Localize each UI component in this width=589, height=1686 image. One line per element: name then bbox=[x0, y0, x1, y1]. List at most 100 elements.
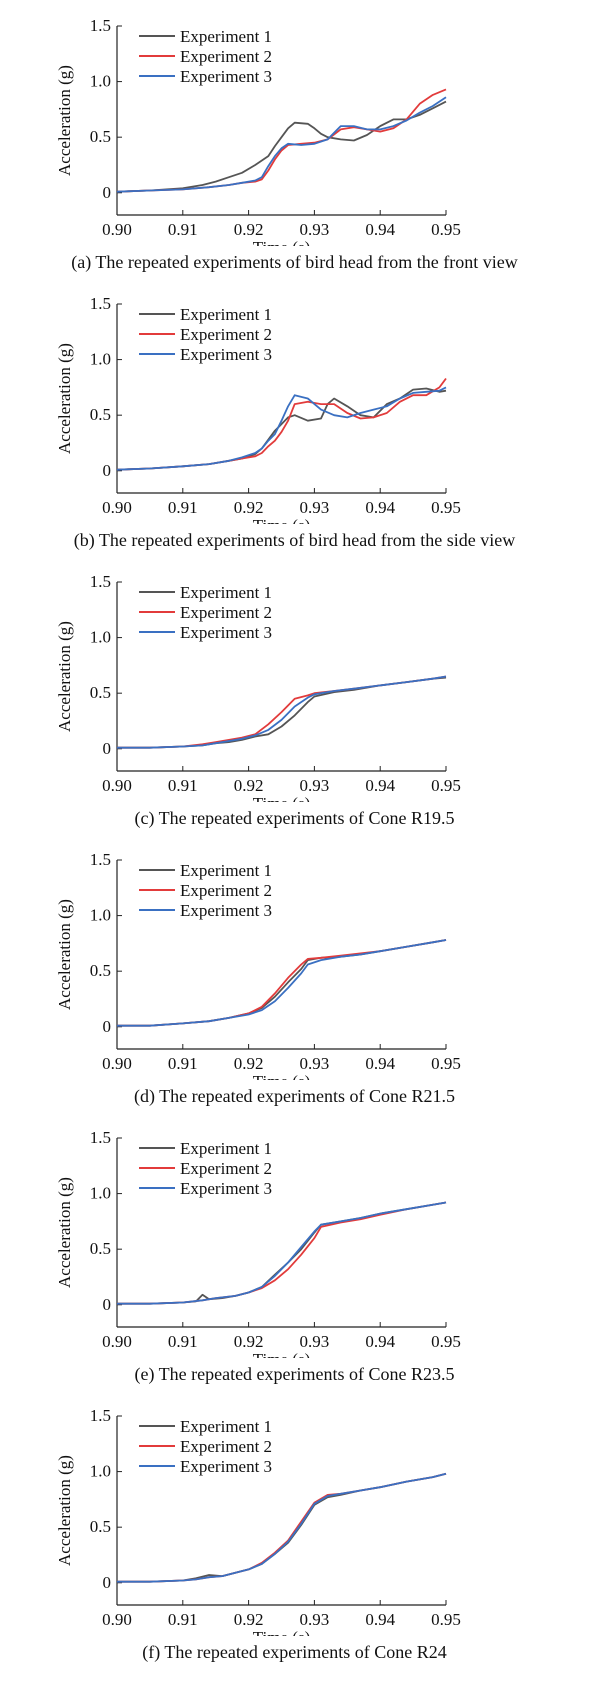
series-line-1 bbox=[116, 100, 447, 193]
x-tick-label: 0.95 bbox=[431, 1610, 461, 1629]
series-line-3 bbox=[117, 675, 447, 749]
x-tick-label: 0.94 bbox=[365, 220, 395, 239]
y-tick-label: 1.0 bbox=[90, 906, 111, 925]
y-tick-label: 1.0 bbox=[90, 1184, 111, 1203]
x-axis-label: Time (s) bbox=[253, 516, 310, 524]
y-tick-label: 1.0 bbox=[90, 350, 111, 369]
x-tick-label: 0.95 bbox=[431, 776, 461, 795]
y-tick-label: 0.5 bbox=[90, 405, 111, 424]
legend-label-2: Experiment 2 bbox=[180, 1437, 272, 1456]
chart-caption: (f) The repeated experiments of Cone R24 bbox=[142, 1642, 447, 1662]
series-line-1 bbox=[117, 939, 447, 1027]
legend-label-3: Experiment 3 bbox=[180, 1457, 272, 1476]
legend-label-3: Experiment 3 bbox=[180, 901, 272, 920]
y-tick-label: 1.5 bbox=[90, 572, 111, 591]
x-tick-label: 0.90 bbox=[102, 498, 132, 517]
x-tick-label: 0.94 bbox=[365, 776, 395, 795]
series-line-3 bbox=[117, 1472, 447, 1583]
x-axis-label: Time (s) bbox=[253, 794, 310, 802]
y-axis-label: Acceleration (g) bbox=[55, 343, 74, 454]
x-tick-label: 0.92 bbox=[234, 220, 264, 239]
x-tick-label: 0.92 bbox=[234, 1610, 264, 1629]
x-tick-label: 0.90 bbox=[102, 220, 132, 239]
x-tick-label: 0.91 bbox=[168, 1332, 198, 1351]
series-line-3 bbox=[117, 1201, 447, 1305]
x-tick-label: 0.92 bbox=[234, 498, 264, 517]
y-tick-label: 0.5 bbox=[90, 1239, 111, 1258]
x-tick-label: 0.91 bbox=[168, 498, 198, 517]
x-axis-label: Time (s) bbox=[253, 1350, 310, 1358]
series-line-3 bbox=[116, 96, 447, 193]
legend-label-2: Experiment 2 bbox=[180, 881, 272, 900]
series-line-2 bbox=[117, 1201, 447, 1305]
x-tick-label: 0.90 bbox=[102, 776, 132, 795]
chart-svg: 0.90 0.91 0.92 0.93 0.94 0.95 0 0.5 1.0 1.5 Time (… bbox=[55, 294, 461, 524]
x-tick-label: 0.92 bbox=[234, 1332, 264, 1351]
series-line-1 bbox=[117, 1472, 447, 1583]
y-tick-label: 1.5 bbox=[90, 16, 111, 35]
x-tick-label: 0.95 bbox=[431, 1054, 461, 1073]
series-line-3 bbox=[117, 939, 447, 1027]
x-tick-label: 0.92 bbox=[234, 1054, 264, 1073]
x-tick-label: 0.93 bbox=[300, 1054, 330, 1073]
x-tick-label: 0.94 bbox=[365, 1610, 395, 1629]
y-tick-label: 1.5 bbox=[90, 1128, 111, 1147]
y-tick-label: 0 bbox=[103, 183, 112, 202]
legend-label-3: Experiment 3 bbox=[180, 67, 272, 86]
chart-panel-6: 0.90 0.91 0.92 0.93 0.94 0.95 0 0.5 1.0 1.5 Time (… bbox=[0, 1390, 589, 1668]
x-tick-label: 0.91 bbox=[168, 776, 198, 795]
legend-label-1: Experiment 1 bbox=[180, 305, 272, 324]
x-tick-label: 0.95 bbox=[431, 220, 461, 239]
y-axis-label: Acceleration (g) bbox=[55, 1177, 74, 1288]
y-tick-label: 1.0 bbox=[90, 1462, 111, 1481]
y-tick-label: 0 bbox=[103, 1017, 112, 1036]
chart-panel-1: 0.90 0.91 0.92 0.93 0.94 0.95 0 0.5 1.0 1.5 Time (… bbox=[0, 0, 589, 278]
legend-label-3: Experiment 3 bbox=[180, 1179, 272, 1198]
x-axis-label: Time (s) bbox=[253, 1072, 310, 1080]
chart-svg: 0.90 0.91 0.92 0.93 0.94 0.95 0 0.5 1.0 1.5 Time (… bbox=[55, 1128, 461, 1358]
y-tick-label: 0 bbox=[103, 739, 112, 758]
y-tick-label: 1.0 bbox=[90, 628, 111, 647]
legend-label-3: Experiment 3 bbox=[180, 345, 272, 364]
x-tick-label: 0.93 bbox=[300, 1332, 330, 1351]
legend-label-2: Experiment 2 bbox=[180, 325, 272, 344]
series-line-2 bbox=[117, 939, 447, 1027]
y-tick-label: 0 bbox=[103, 1295, 112, 1314]
x-tick-label: 0.91 bbox=[168, 1610, 198, 1629]
x-tick-label: 0.92 bbox=[234, 776, 264, 795]
y-tick-label: 1.5 bbox=[90, 850, 111, 869]
chart-svg: 0.90 0.91 0.92 0.93 0.94 0.95 0 0.5 1.0 1.5 Time (… bbox=[55, 1406, 461, 1636]
x-tick-label: 0.95 bbox=[431, 498, 461, 517]
x-axis-label: Time (s) bbox=[253, 1628, 310, 1636]
x-tick-label: 0.93 bbox=[300, 1610, 330, 1629]
x-axis-label: Time (s) bbox=[253, 238, 310, 246]
chart-caption: (e) The repeated experiments of Cone R23… bbox=[134, 1364, 455, 1384]
legend-label-3: Experiment 3 bbox=[180, 623, 272, 642]
y-tick-label: 0.5 bbox=[90, 127, 111, 146]
legend-label-1: Experiment 1 bbox=[180, 1417, 272, 1436]
y-tick-label: 1.0 bbox=[90, 72, 111, 91]
series-line-3 bbox=[116, 386, 447, 471]
chart-caption: (d) The repeated experiments of Cone R21… bbox=[133, 1086, 456, 1106]
x-tick-label: 0.93 bbox=[300, 498, 330, 517]
y-tick-label: 1.5 bbox=[90, 294, 111, 313]
x-tick-label: 0.94 bbox=[365, 1332, 395, 1351]
x-tick-label: 0.90 bbox=[102, 1332, 132, 1351]
chart-panel-5: 0.90 0.91 0.92 0.93 0.94 0.95 0 0.5 1.0 1.5 Time (… bbox=[0, 1112, 589, 1390]
x-tick-label: 0.90 bbox=[102, 1054, 132, 1073]
y-tick-label: 0.5 bbox=[90, 683, 111, 702]
chart-caption: (c) The repeated experiments of Cone R19… bbox=[134, 808, 455, 828]
chart-caption: (b) The repeated experiments of bird hea… bbox=[73, 530, 516, 550]
x-tick-label: 0.95 bbox=[431, 1332, 461, 1351]
x-tick-label: 0.93 bbox=[300, 776, 330, 795]
x-tick-label: 0.90 bbox=[102, 1610, 132, 1629]
y-axis-label: Acceleration (g) bbox=[55, 621, 74, 732]
series-line-2 bbox=[116, 88, 447, 193]
chart-panel-2: 0.90 0.91 0.92 0.93 0.94 0.95 0 0.5 1.0 1.5 Time (… bbox=[0, 278, 589, 556]
legend-label-2: Experiment 2 bbox=[180, 1159, 272, 1178]
series-line-2 bbox=[117, 675, 447, 749]
legend-label-1: Experiment 1 bbox=[180, 861, 272, 880]
legend-label-1: Experiment 1 bbox=[180, 1139, 272, 1158]
legend-label-2: Experiment 2 bbox=[180, 47, 272, 66]
series-line-1 bbox=[117, 1201, 447, 1305]
